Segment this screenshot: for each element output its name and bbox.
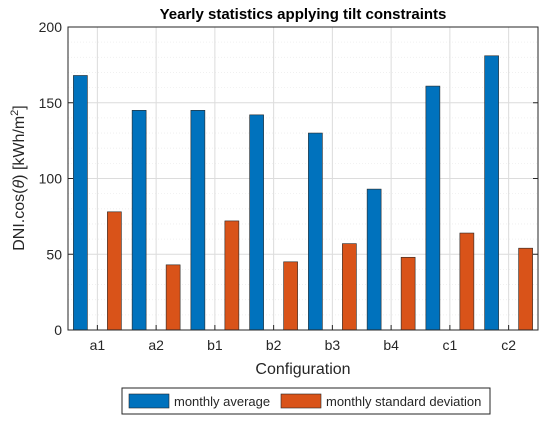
bars (73, 55, 533, 331)
y-axis: 0 50 100 150 200 (39, 19, 538, 338)
bar-monthly-average-b1 (190, 110, 206, 331)
x-axis: a1 a2 b1 b2 b3 b4 c1 c2 (90, 325, 516, 353)
bar-monthly-std-b3 (342, 243, 357, 331)
legend-label-monthly-average: monthly average (174, 394, 270, 409)
bar-monthly-std-b4 (400, 256, 416, 331)
legend-swatch-monthly-standard-deviation (280, 393, 322, 409)
legend-label-monthly-standard-deviation: monthly standard deviation (326, 394, 481, 409)
legend-swatch-monthly-average (128, 393, 170, 409)
bar-monthly-average-a2 (131, 110, 147, 331)
y-axis-label-sup: 2 (9, 110, 21, 116)
x-tick-label: b3 (325, 337, 341, 353)
x-tick-label: b2 (266, 337, 282, 353)
bar-monthly-std-c1 (459, 232, 475, 331)
y-tick-label: 0 (54, 322, 62, 338)
bar-monthly-average-c2 (484, 55, 499, 331)
bar-monthly-std-b2 (283, 261, 298, 331)
x-tick-label: c1 (442, 337, 457, 353)
y-tick-label: 100 (39, 171, 63, 187)
y-axis-label-theta: θ (11, 180, 28, 189)
bar-monthly-average-b4 (366, 188, 382, 331)
y-axis-label-mid: ) [kWh/m (11, 116, 28, 180)
y-axis-label-suffix: ] (11, 105, 28, 109)
y-tick-label: 50 (46, 246, 62, 262)
bar-monthly-average-a1 (73, 75, 88, 331)
y-tick-label: 150 (39, 95, 63, 111)
bar-monthly-std-a1 (107, 211, 122, 331)
x-tick-label: b1 (207, 337, 223, 353)
bar-monthly-std-b1 (224, 220, 240, 331)
bar-monthly-std-a2 (165, 264, 181, 331)
bar-monthly-average-b3 (308, 132, 323, 331)
y-axis-label-prefix: DNI.cos( (11, 188, 28, 251)
x-tick-label: a2 (148, 337, 164, 353)
bar-monthly-average-b2 (249, 114, 264, 331)
x-tick-label: c2 (501, 337, 516, 353)
y-axis-label: DNI.cos(θ) [kWh/m2] (9, 105, 28, 251)
x-axis-label: Configuration (255, 361, 350, 378)
bar-monthly-std-c2 (518, 247, 533, 331)
x-tick-label: b4 (383, 337, 399, 353)
chart-title: Yearly statistics applying tilt constrai… (160, 6, 447, 23)
x-tick-label: a1 (90, 337, 106, 353)
legend: monthly average monthly standard deviati… (121, 387, 491, 415)
bar-monthly-average-c1 (425, 85, 441, 331)
y-tick-label: 200 (39, 19, 63, 35)
